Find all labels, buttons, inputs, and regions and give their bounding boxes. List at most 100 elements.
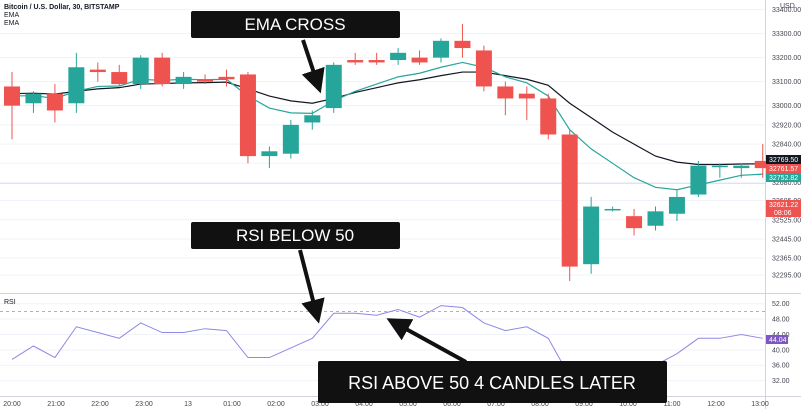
candle[interactable] <box>325 62 342 113</box>
rsi-value-badge-bg <box>766 335 788 344</box>
candle-body <box>475 50 492 87</box>
candle[interactable] <box>132 55 149 89</box>
candle[interactable] <box>647 206 664 231</box>
candles-group <box>4 24 771 281</box>
candle[interactable] <box>89 62 106 82</box>
rsi-value-badge-text: 44.04 <box>769 337 787 344</box>
callout-rsi-above: RSI ABOVE 50 4 CANDLES LATER <box>318 318 667 403</box>
candle[interactable] <box>497 81 514 116</box>
candle[interactable] <box>368 52 385 65</box>
time-tick-label: 12:00 <box>707 401 725 408</box>
time-tick-label: 05:00 <box>399 401 417 408</box>
candle-body <box>561 134 578 267</box>
price-badge-countdown-bg <box>766 200 801 217</box>
candle-body <box>497 86 514 99</box>
candle-body <box>518 93 535 99</box>
candle[interactable] <box>282 120 299 159</box>
candle-body <box>540 98 557 135</box>
candle[interactable] <box>540 93 557 140</box>
candle-body <box>454 40 471 49</box>
candle[interactable] <box>218 69 235 87</box>
callout-ema-cross-text: EMA CROSS <box>244 15 345 34</box>
price-badge-ema-1-text: 32761.57 <box>769 166 798 173</box>
candle-body <box>690 165 707 195</box>
candle[interactable] <box>711 163 728 178</box>
candle-body <box>197 79 214 82</box>
candle[interactable] <box>454 24 471 58</box>
time-tick-label: 09:00 <box>575 401 593 408</box>
candle-body <box>583 206 600 265</box>
candle[interactable] <box>347 52 364 65</box>
candle-body <box>154 57 171 85</box>
price-pane-background <box>0 0 765 293</box>
rsi-tick-label: 32.00 <box>772 378 790 385</box>
candle[interactable] <box>46 84 63 123</box>
candle[interactable] <box>390 48 407 65</box>
candle[interactable] <box>154 52 171 87</box>
candle-body <box>261 151 278 157</box>
candle-body <box>626 216 643 229</box>
candle[interactable] <box>561 129 578 281</box>
candle[interactable] <box>261 146 278 169</box>
time-tick-label: 01:00 <box>223 401 241 408</box>
ema-legend-1: EMA <box>4 12 20 19</box>
candle-body <box>4 86 20 106</box>
candle[interactable] <box>733 163 750 178</box>
candle[interactable] <box>304 110 321 130</box>
candle[interactable] <box>175 72 192 89</box>
price-tick-label: 32920.00 <box>772 122 801 129</box>
candle[interactable] <box>626 208 643 236</box>
time-tick-label: 11:00 <box>664 401 681 408</box>
candle-body <box>111 72 128 85</box>
candle[interactable] <box>197 74 214 85</box>
candle[interactable] <box>668 189 685 221</box>
time-tick-label: 06:00 <box>443 401 461 408</box>
price-tick-label: 32840.00 <box>772 142 801 149</box>
candle[interactable] <box>518 86 535 121</box>
candle-body <box>754 160 771 169</box>
candle-body <box>89 69 106 73</box>
ema-legend-2: EMA <box>4 20 20 27</box>
callout-ema-cross-box <box>191 11 400 38</box>
candle[interactable] <box>475 45 492 92</box>
candle-body <box>132 57 149 85</box>
candle[interactable] <box>754 144 771 178</box>
candle[interactable] <box>411 50 428 65</box>
candle-body <box>282 124 299 154</box>
price-badge-ema-2: 32752.82 <box>766 173 801 182</box>
candle[interactable] <box>239 72 256 164</box>
candle-body <box>304 115 321 123</box>
price-badge-ema-2-text: 32752.82 <box>769 175 798 182</box>
callout-rsi-below-box <box>191 222 400 249</box>
candle[interactable] <box>690 160 707 197</box>
time-tick-label: 10:00 <box>619 401 637 408</box>
candle-body <box>46 93 63 111</box>
currency-label: USD <box>780 3 795 10</box>
time-tick-label: 13 <box>184 401 192 408</box>
time-tick-label: 03:00 <box>311 401 329 408</box>
price-tick-label: 33000.00 <box>772 103 801 110</box>
rsi-tick-label: 40.00 <box>772 347 790 354</box>
callout-ema-cross: EMA CROSS <box>191 11 400 94</box>
price-badge-last-bg <box>766 155 801 164</box>
candle[interactable] <box>433 38 449 63</box>
candle[interactable] <box>111 64 128 87</box>
candle-body <box>239 74 256 157</box>
price-tick-label: 33300.00 <box>772 31 801 38</box>
candle[interactable] <box>25 91 42 113</box>
candle-body <box>68 67 85 104</box>
price-badge-last-text: 32769.50 <box>769 157 798 164</box>
candle-body <box>25 93 42 104</box>
candle[interactable] <box>68 52 85 113</box>
candle[interactable] <box>604 206 621 212</box>
time-tick-label: 07:00 <box>487 401 505 408</box>
candle-body <box>647 211 664 226</box>
price-tick-label: 32525.00 <box>772 217 801 224</box>
price-tick-label: 32680.00 <box>772 180 801 187</box>
candle[interactable] <box>4 72 20 140</box>
price-tick-label: 33100.00 <box>772 79 801 86</box>
rsi-pane-label: RSI <box>4 299 16 306</box>
time-tick-label: 21:00 <box>47 401 65 408</box>
candle[interactable] <box>583 196 600 274</box>
